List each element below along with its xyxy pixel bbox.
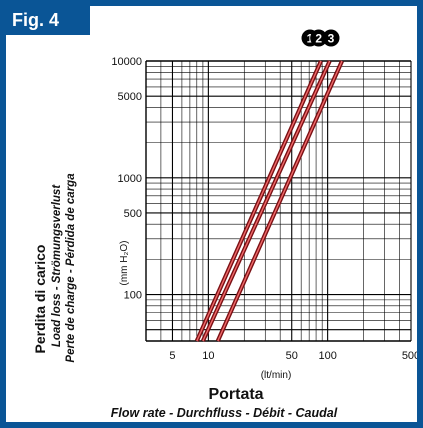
y-axis-label: Perdita di carico [32, 245, 48, 354]
series-marker-label: 3 [328, 32, 335, 46]
series-line-1 [194, 60, 323, 342]
y-axis-sublabel-1: Load loss - Strömungsverlust [51, 184, 63, 347]
figure-label: Fig. 4 [6, 6, 90, 35]
grid [145, 60, 412, 342]
x-tick-label: 100 [318, 350, 336, 362]
y-axis-sublabel-2: Perte de charge - Pérdida de carga [65, 173, 77, 363]
y-tick-label: 5000 [118, 91, 142, 103]
series-marker-label: 1 [307, 32, 314, 46]
y-tick-label: 1000 [118, 173, 142, 185]
y-axis-unit: (mm H₂O) [119, 241, 130, 286]
x-axis-label: Portata [208, 386, 263, 403]
x-tick-label: 50 [286, 350, 298, 362]
figure-panel: 123 5 10 50 100 500 100 500 1000 5000 10000 (mm H… [6, 6, 417, 422]
y-tick-label: 10000 [111, 56, 142, 68]
x-tick-label: 5 [169, 350, 175, 362]
series-marker-2: 2 [310, 29, 328, 47]
series-marker-label: 2 [315, 32, 322, 46]
chart: 123 5 10 50 100 500 100 500 1000 5000 10000 (mm H… [32, 29, 417, 420]
y-tick-label: 100 [124, 290, 142, 302]
x-axis-sublabel: Flow rate - Durchfluss - Débit - Caudal [111, 406, 338, 420]
x-tick-label: 10 [202, 350, 214, 362]
y-tick-label: 500 [124, 208, 142, 220]
tick-labels: 5 10 50 100 500 100 500 1000 5000 10000 [111, 56, 417, 362]
series-lines [194, 60, 344, 342]
series-line-2 [200, 60, 332, 342]
x-tick-label: 500 [402, 350, 417, 362]
x-axis-unit: (lt/min) [261, 370, 292, 381]
series-marker-3: 3 [322, 29, 340, 47]
series-line-3 [215, 60, 344, 342]
